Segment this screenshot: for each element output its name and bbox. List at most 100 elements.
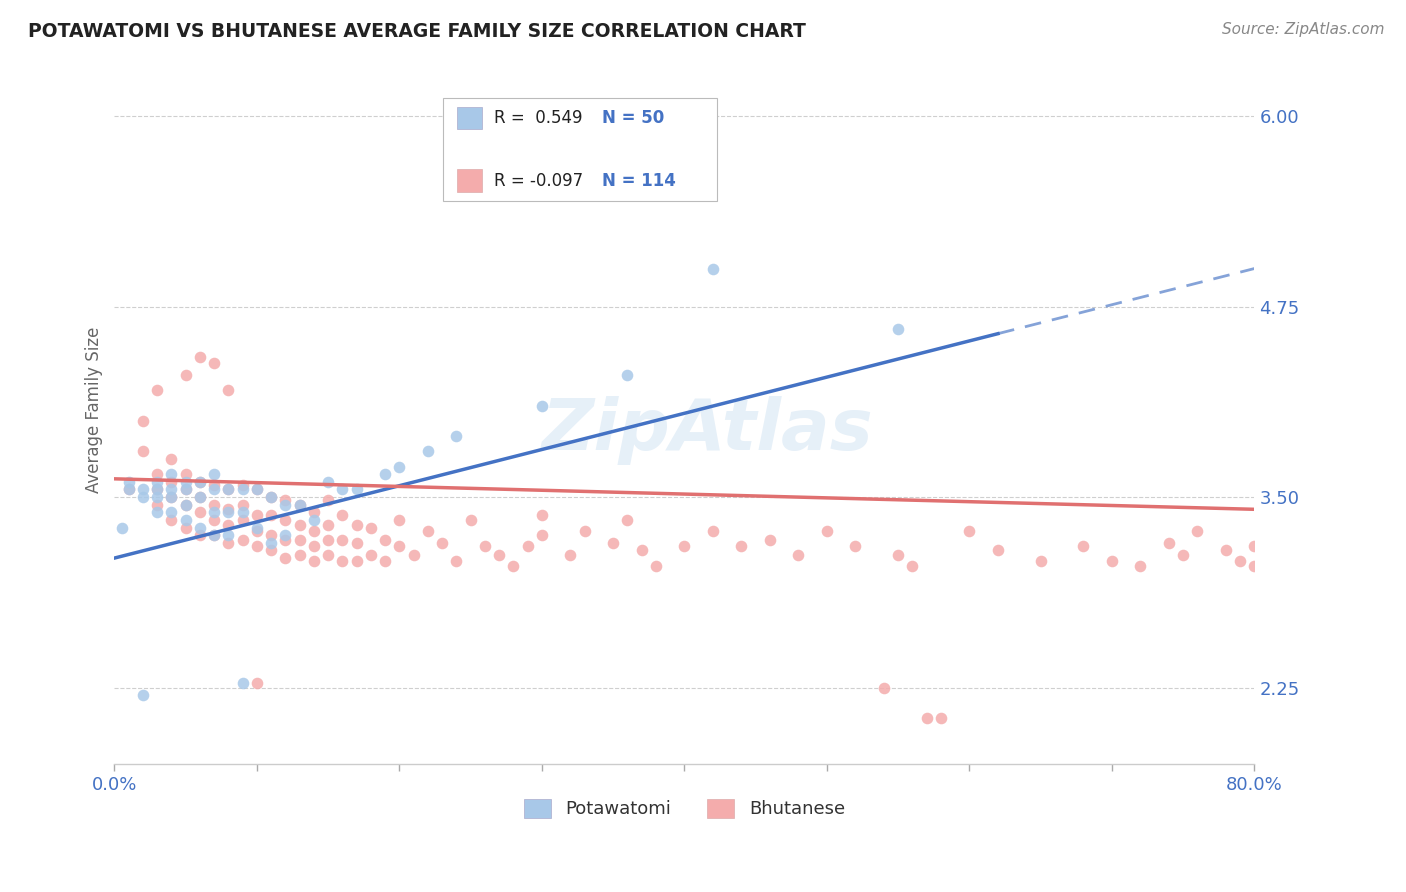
Text: N = 114: N = 114: [602, 171, 676, 190]
Point: [202, 478, 225, 492]
Point: [232, 498, 254, 512]
Point: [160, 490, 183, 504]
Point: [702, 261, 724, 276]
Point: [274, 493, 297, 508]
Point: [873, 681, 896, 695]
Point: [1129, 558, 1152, 573]
Point: [530, 399, 553, 413]
Point: [302, 524, 325, 538]
Point: [887, 548, 910, 562]
Point: [146, 475, 169, 489]
Point: [1243, 558, 1265, 573]
Point: [302, 505, 325, 519]
Point: [446, 429, 468, 443]
Point: [274, 498, 297, 512]
Point: [246, 539, 269, 553]
Point: [174, 498, 197, 512]
Point: [759, 533, 782, 547]
Point: [388, 459, 411, 474]
Point: [316, 493, 339, 508]
Point: [260, 490, 283, 504]
Point: [360, 548, 382, 562]
Point: [844, 539, 866, 553]
Point: [374, 554, 396, 568]
Text: R =  0.549: R = 0.549: [494, 109, 582, 128]
Point: [616, 513, 638, 527]
Point: [302, 539, 325, 553]
Point: [246, 676, 269, 690]
Point: [188, 505, 211, 519]
Point: [202, 467, 225, 482]
Point: [217, 517, 239, 532]
Point: [332, 508, 354, 523]
Point: [174, 520, 197, 534]
Point: [217, 483, 239, 497]
Legend: Potawatomi, Bhutanese: Potawatomi, Bhutanese: [516, 792, 852, 826]
Point: [901, 558, 924, 573]
Point: [1187, 524, 1209, 538]
Point: [430, 536, 453, 550]
Point: [887, 322, 910, 336]
Point: [332, 533, 354, 547]
Point: [260, 528, 283, 542]
Point: [274, 533, 297, 547]
Point: [1029, 554, 1052, 568]
Point: [132, 490, 155, 504]
Point: [460, 513, 482, 527]
Point: [232, 483, 254, 497]
Point: [987, 543, 1010, 558]
Point: [815, 524, 838, 538]
Point: [274, 528, 297, 542]
Point: [274, 513, 297, 527]
Point: [232, 513, 254, 527]
Point: [188, 520, 211, 534]
Point: [217, 502, 239, 516]
Point: [288, 498, 311, 512]
Point: [332, 483, 354, 497]
Text: ZipAtlas: ZipAtlas: [541, 396, 873, 466]
Point: [302, 554, 325, 568]
Point: [232, 533, 254, 547]
Point: [530, 508, 553, 523]
Point: [1173, 548, 1195, 562]
Point: [174, 498, 197, 512]
Point: [274, 551, 297, 566]
Point: [502, 558, 524, 573]
Point: [217, 528, 239, 542]
Point: [1101, 554, 1123, 568]
Point: [630, 543, 652, 558]
Point: [160, 483, 183, 497]
Point: [132, 688, 155, 702]
Point: [146, 498, 169, 512]
Point: [260, 490, 283, 504]
Point: [260, 508, 283, 523]
Point: [260, 536, 283, 550]
Point: [146, 505, 169, 519]
Point: [160, 505, 183, 519]
Point: [316, 475, 339, 489]
Point: [346, 483, 368, 497]
Point: [560, 548, 582, 562]
Point: [174, 483, 197, 497]
Point: [288, 498, 311, 512]
Point: [174, 368, 197, 383]
Point: [702, 524, 724, 538]
Point: [645, 558, 668, 573]
Point: [174, 467, 197, 482]
Point: [202, 528, 225, 542]
Point: [374, 533, 396, 547]
Point: [188, 350, 211, 364]
Point: [516, 539, 538, 553]
Point: [302, 513, 325, 527]
Point: [288, 548, 311, 562]
Point: [160, 513, 183, 527]
Point: [132, 444, 155, 458]
Point: [246, 524, 269, 538]
Point: [146, 483, 169, 497]
Point: [1229, 554, 1251, 568]
Point: [146, 384, 169, 398]
Point: [146, 483, 169, 497]
Point: [217, 483, 239, 497]
Point: [474, 539, 496, 553]
Point: [132, 483, 155, 497]
